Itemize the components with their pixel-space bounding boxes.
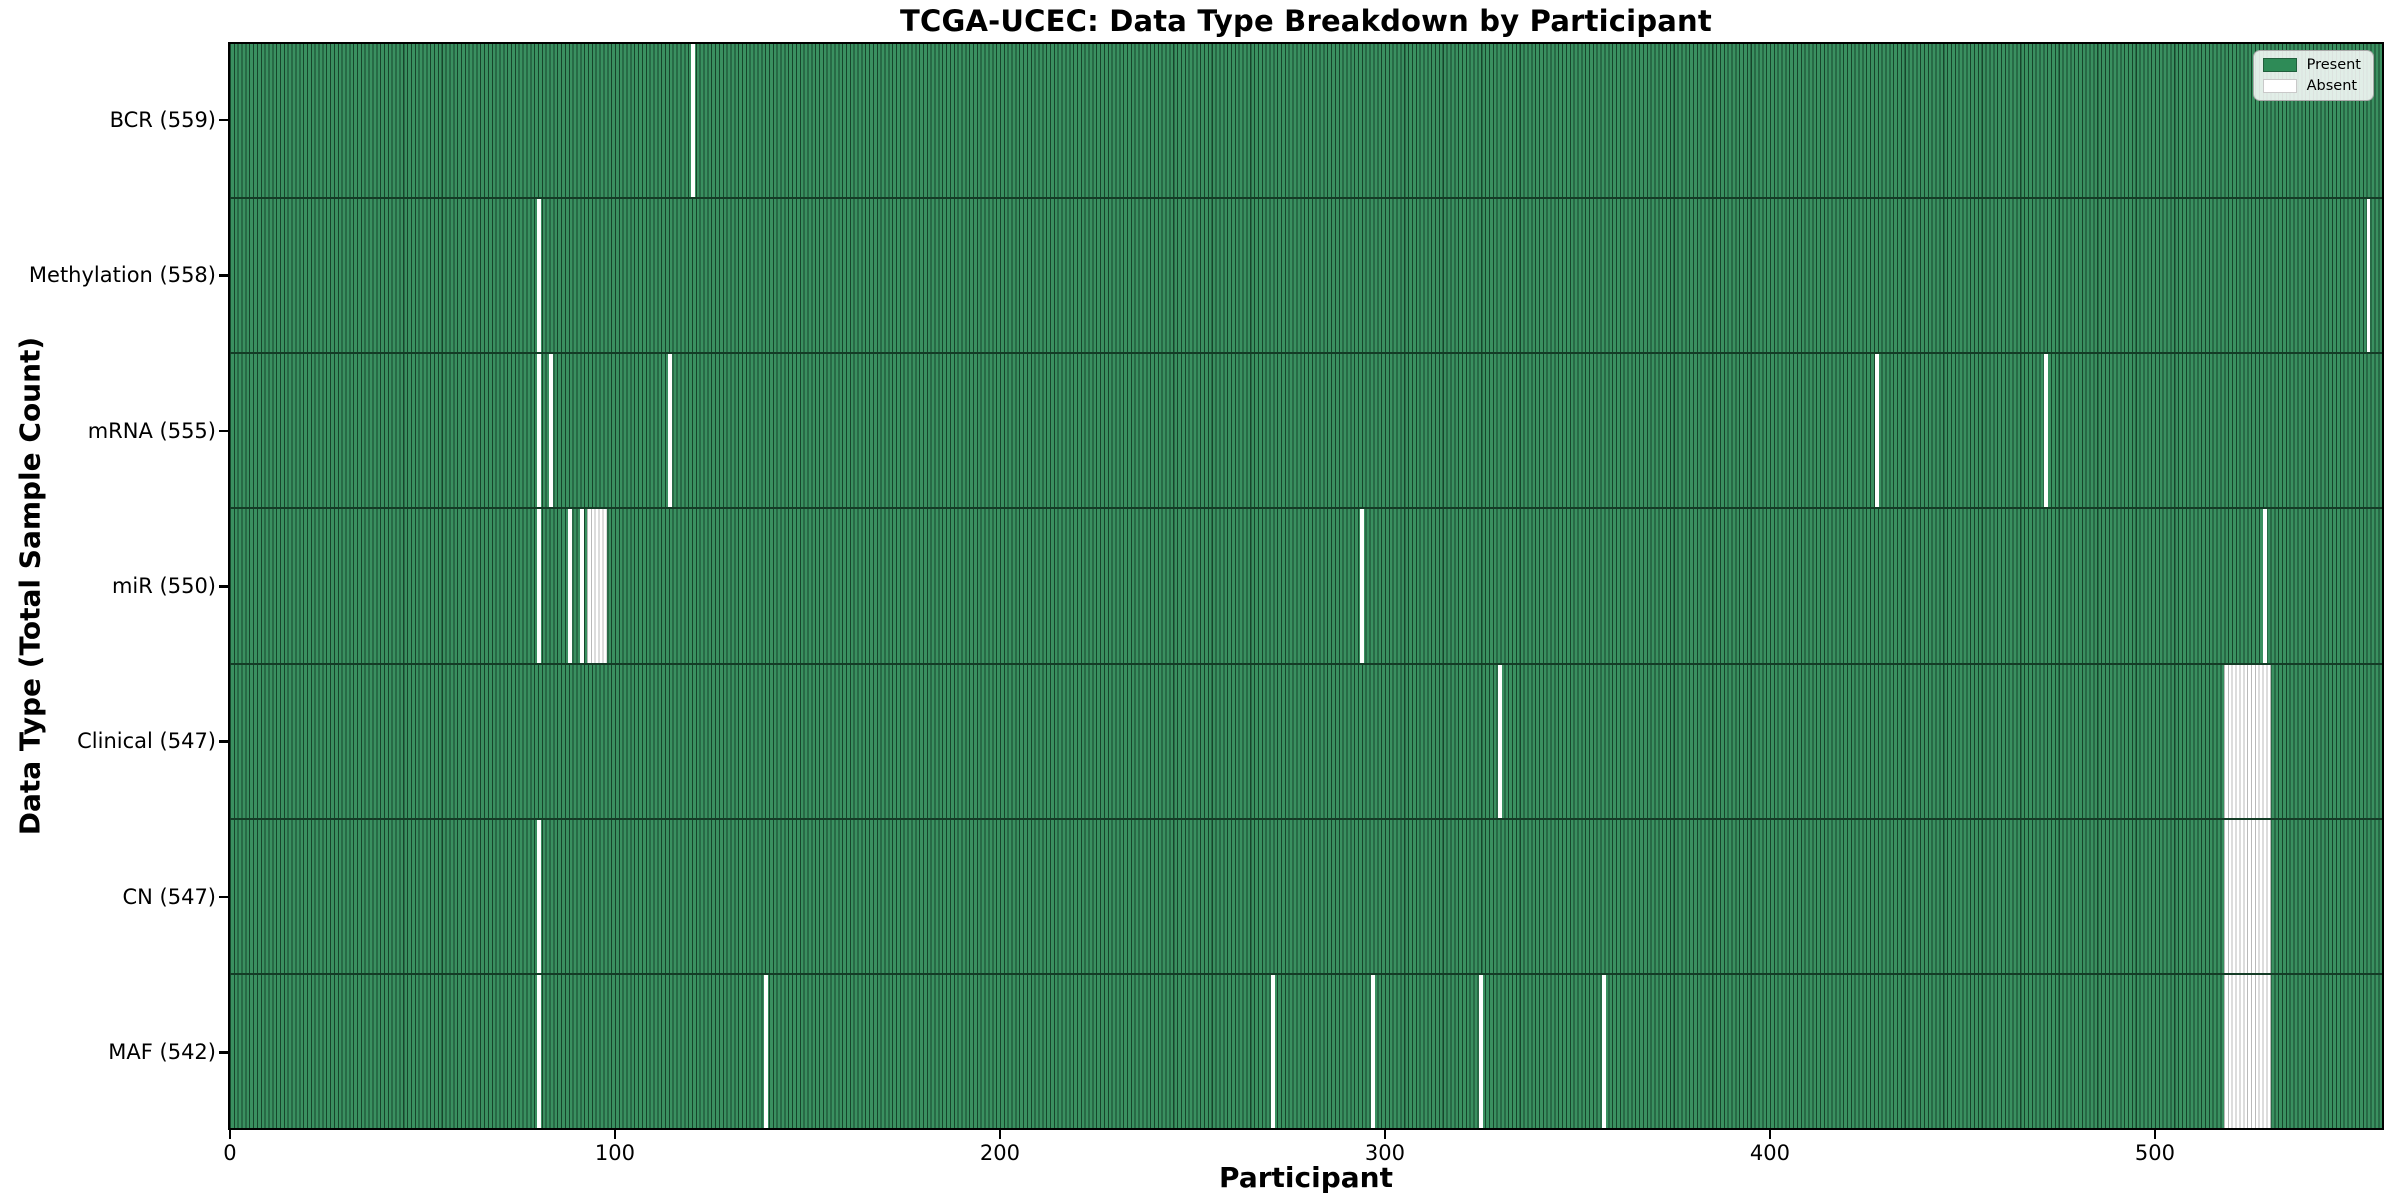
- heatmap-rows: [230, 44, 2382, 1128]
- absent-stripe: [2043, 354, 2048, 508]
- heatmap-row: [230, 44, 2382, 200]
- absent-stripe: [568, 509, 572, 663]
- absent-stripe: [691, 44, 695, 198]
- x-tick-label: 300: [1364, 1141, 1405, 1165]
- absent-stripe: [1359, 509, 1364, 663]
- chart-title: TCGA-UCEC: Data Type Breakdown by Partic…: [900, 4, 1712, 38]
- y-tick-label: miR (550): [111, 574, 216, 598]
- absent-stripe: [548, 354, 553, 508]
- absent-stripe: [537, 819, 542, 973]
- legend-label-absent: Absent: [2306, 78, 2358, 94]
- heatmap-row: [230, 199, 2382, 355]
- absent-stripe: [1478, 974, 1483, 1128]
- plot-area: Present Absent: [228, 42, 2384, 1130]
- x-tick-label: 400: [1749, 1141, 1790, 1165]
- x-tick-mark: [1383, 1130, 1387, 1139]
- absent-stripe: [579, 509, 584, 663]
- absent-stripe: [537, 509, 542, 663]
- heatmap-row: [230, 354, 2382, 510]
- x-tick-label: 0: [223, 1141, 237, 1165]
- absent-stripe: [2262, 509, 2267, 663]
- y-tick-label: mRNA (555): [87, 418, 216, 443]
- y-tick-label: BCR (559): [109, 107, 216, 132]
- absent-stripe: [537, 199, 542, 353]
- absent-stripe: [1874, 354, 1879, 508]
- x-tick-mark: [2153, 1130, 2157, 1139]
- absent-stripe: [1271, 974, 1276, 1128]
- absent-stripe: [537, 354, 542, 508]
- y-tick-mark: [219, 740, 228, 743]
- absent-stripe: [1601, 974, 1606, 1128]
- absent-stripe: [764, 974, 768, 1128]
- legend-entry-present: Present: [2262, 57, 2361, 73]
- x-tick-mark: [1768, 1130, 1772, 1139]
- absent-stripe: [2366, 199, 2371, 353]
- legend-swatch-absent-icon: [2262, 79, 2297, 93]
- absent-stripe: [1371, 974, 1376, 1128]
- legend: Present Absent: [2252, 50, 2374, 101]
- y-tick-mark: [219, 1051, 228, 1054]
- y-tick-label: Methylation (558): [28, 263, 216, 288]
- heatmap-row: [230, 819, 2382, 975]
- heatmap-row: [230, 664, 2382, 820]
- legend-label-present: Present: [2306, 57, 2361, 73]
- y-tick-mark: [219, 429, 228, 433]
- y-tick-label: MAF (542): [108, 1040, 216, 1065]
- y-tick-label: CN (547): [122, 884, 216, 909]
- absent-stripe: [1498, 664, 1502, 818]
- absent-stripe: [2224, 819, 2271, 973]
- y-tick-mark: [219, 274, 228, 277]
- y-tick-mark: [219, 895, 228, 899]
- x-tick-label: 200: [979, 1141, 1020, 1165]
- y-tick-mark: [219, 585, 228, 588]
- y-tick-mark: [219, 118, 228, 122]
- x-tick-mark: [998, 1130, 1002, 1139]
- x-axis-title: Participant: [1219, 1161, 1393, 1194]
- absent-stripe: [2224, 974, 2271, 1128]
- absent-stripe: [668, 354, 672, 508]
- x-tick-mark: [613, 1130, 617, 1139]
- legend-swatch-present-icon: [2262, 58, 2297, 72]
- absent-stripe: [2224, 664, 2271, 818]
- y-tick-label: Clinical (547): [77, 729, 216, 754]
- heatmap-row: [230, 509, 2382, 665]
- x-tick-label: 100: [594, 1141, 635, 1165]
- heatmap-row: [230, 974, 2382, 1128]
- x-tick-mark: [228, 1130, 232, 1139]
- absent-stripe: [587, 509, 607, 663]
- legend-entry-absent: Absent: [2262, 78, 2361, 94]
- x-tick-label: 500: [2134, 1141, 2175, 1165]
- absent-stripe: [537, 974, 542, 1128]
